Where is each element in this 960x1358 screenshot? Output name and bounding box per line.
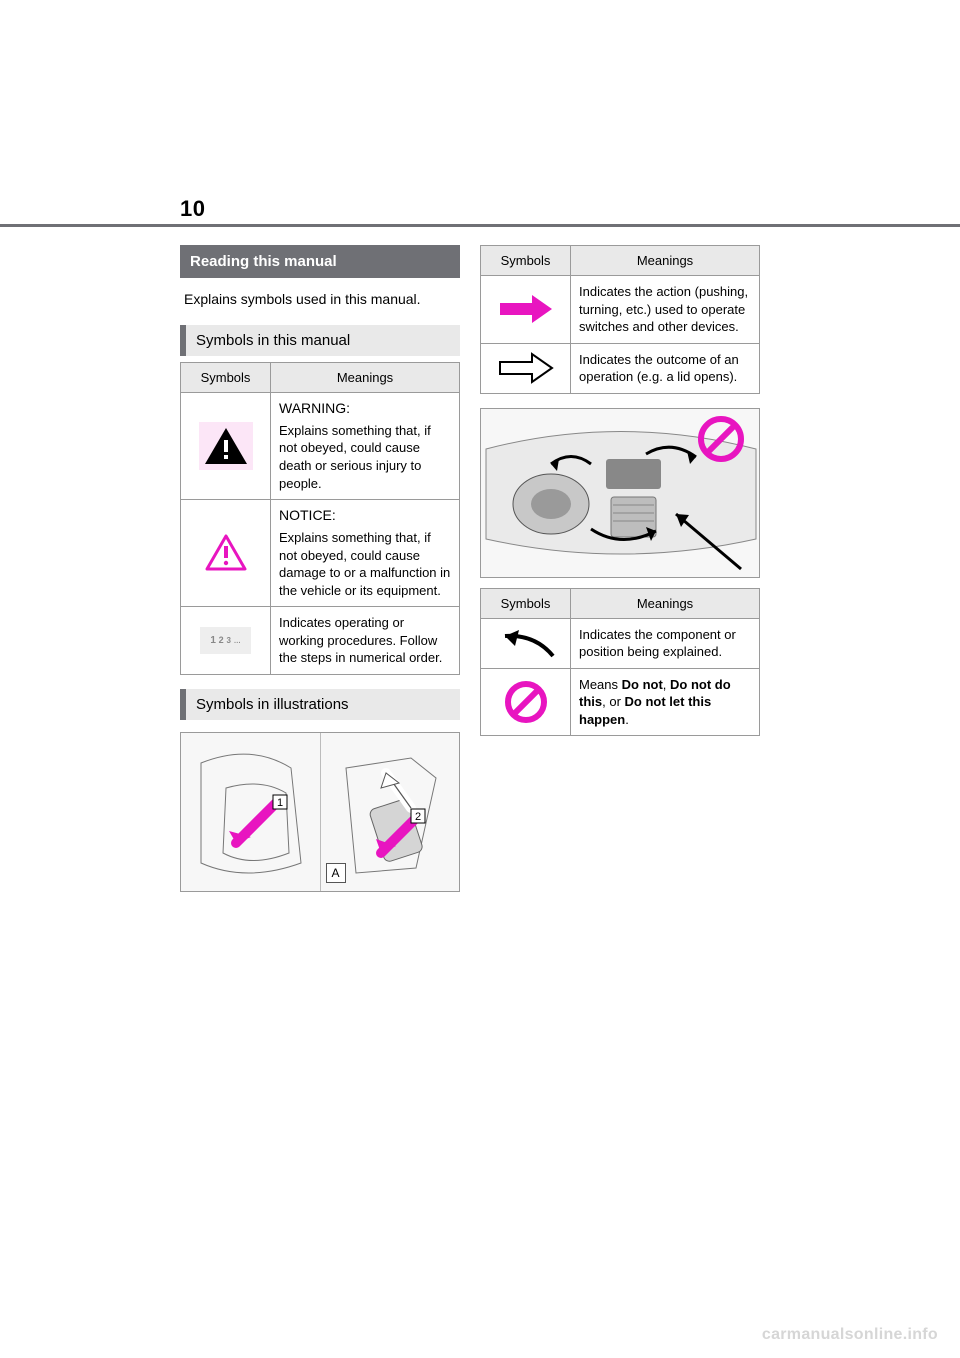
section-intro: Explains symbols used in this manual.	[180, 278, 460, 325]
meaning-body: Indicates the action (pushing, turning, …	[579, 283, 751, 336]
manual-page: 10 Reading this manual Explains symbols …	[0, 0, 960, 1358]
symbol-cell	[181, 500, 271, 607]
meaning-body: Indicates the outcome of an operation (e…	[579, 351, 751, 386]
arrow-symbols-table: Symbols Meanings Indicates the action (p…	[480, 245, 760, 394]
meaning-cell: Indicates operating or working procedure…	[271, 607, 460, 675]
content-columns: Reading this manual Explains symbols use…	[180, 245, 760, 902]
illustration-symbols-table: Symbols Meanings Indicates the component…	[480, 588, 760, 737]
subsection-symbols-illustrations: Symbols in illustrations	[180, 689, 460, 720]
col-header-symbols: Symbols	[481, 588, 571, 618]
symbol-cell: 1 2 3 …	[181, 607, 271, 675]
subsection-symbols-manual: Symbols in this manual	[180, 325, 460, 356]
section-title: Reading this manual	[180, 245, 460, 278]
table-row: 1 2 3 … Indicates operating or working p…	[181, 607, 460, 675]
meaning-body: Explains something that, if not obeyed, …	[279, 422, 451, 492]
symbols-manual-table: Symbols Meanings WARNING: Exp	[180, 362, 460, 675]
warning-outline-icon	[204, 533, 248, 573]
symbol-cell	[481, 668, 571, 736]
prohibit-icon	[502, 678, 550, 726]
table-row: Indicates the action (pushing, turning, …	[481, 276, 760, 344]
col-header-meanings: Meanings	[571, 246, 760, 276]
dashboard-illustration-svg	[481, 409, 760, 578]
meaning-title: WARNING:	[279, 400, 451, 416]
illustration-label-a: A	[326, 863, 346, 883]
meaning-cell: NOTICE: Explains something that, if not …	[271, 500, 460, 607]
arrow-solid-icon	[496, 291, 556, 327]
right-column: Symbols Meanings Indicates the action (p…	[480, 245, 760, 902]
warning-solid-icon	[199, 422, 253, 470]
text: , or	[602, 694, 624, 709]
table-header-row: Symbols Meanings	[181, 362, 460, 392]
svg-text:2: 2	[415, 811, 421, 823]
spacer	[180, 675, 460, 689]
seatbelt-illustration-svg: 1 2	[181, 733, 460, 892]
meaning-cell: Means Do not, Do not do this, or Do not …	[571, 668, 760, 736]
table-row: WARNING: Explains something that, if not…	[181, 392, 460, 499]
table-row: Means Do not, Do not do this, or Do not …	[481, 668, 760, 736]
col-header-meanings: Meanings	[571, 588, 760, 618]
meaning-body: Indicates the component or position bein…	[579, 626, 751, 661]
col-header-symbols: Symbols	[481, 246, 571, 276]
steps-icon: 1 2 3 …	[200, 627, 250, 654]
bold-text: Do not	[622, 677, 663, 692]
meaning-cell: Indicates the component or position bein…	[571, 618, 760, 668]
text: Means	[579, 677, 622, 692]
symbol-cell	[481, 618, 571, 668]
dashboard-illustration	[480, 408, 760, 578]
col-header-meanings: Meanings	[271, 362, 460, 392]
arrow-outline-icon	[496, 350, 556, 386]
left-column: Reading this manual Explains symbols use…	[180, 245, 460, 902]
meaning-title: NOTICE:	[279, 507, 451, 523]
svg-text:1: 1	[277, 797, 283, 809]
symbol-cell	[481, 276, 571, 344]
meaning-cell: WARNING: Explains something that, if not…	[271, 392, 460, 499]
symbol-cell	[181, 392, 271, 499]
meaning-cell: Indicates the action (pushing, turning, …	[571, 276, 760, 344]
seatbelt-illustration: 1 2 A	[180, 732, 460, 892]
table-row: Indicates the outcome of an operation (e…	[481, 343, 760, 393]
meaning-body: Indicates operating or working procedure…	[279, 614, 451, 667]
watermark: carmanualsonline.info	[762, 1326, 938, 1344]
header-rule	[0, 224, 960, 227]
text: .	[625, 712, 629, 727]
text: ,	[663, 677, 670, 692]
meaning-cell: Indicates the outcome of an operation (e…	[571, 343, 760, 393]
table-row: Indicates the component or position bein…	[481, 618, 760, 668]
table-row: NOTICE: Explains something that, if not …	[181, 500, 460, 607]
col-header-symbols: Symbols	[181, 362, 271, 392]
page-number: 10	[180, 196, 205, 222]
meaning-body: Explains something that, if not obeyed, …	[279, 529, 451, 599]
table-header-row: Symbols Meanings	[481, 588, 760, 618]
pointer-icon	[495, 626, 557, 660]
symbol-cell	[481, 343, 571, 393]
table-header-row: Symbols Meanings	[481, 246, 760, 276]
meaning-body: Means Do not, Do not do this, or Do not …	[579, 676, 751, 729]
